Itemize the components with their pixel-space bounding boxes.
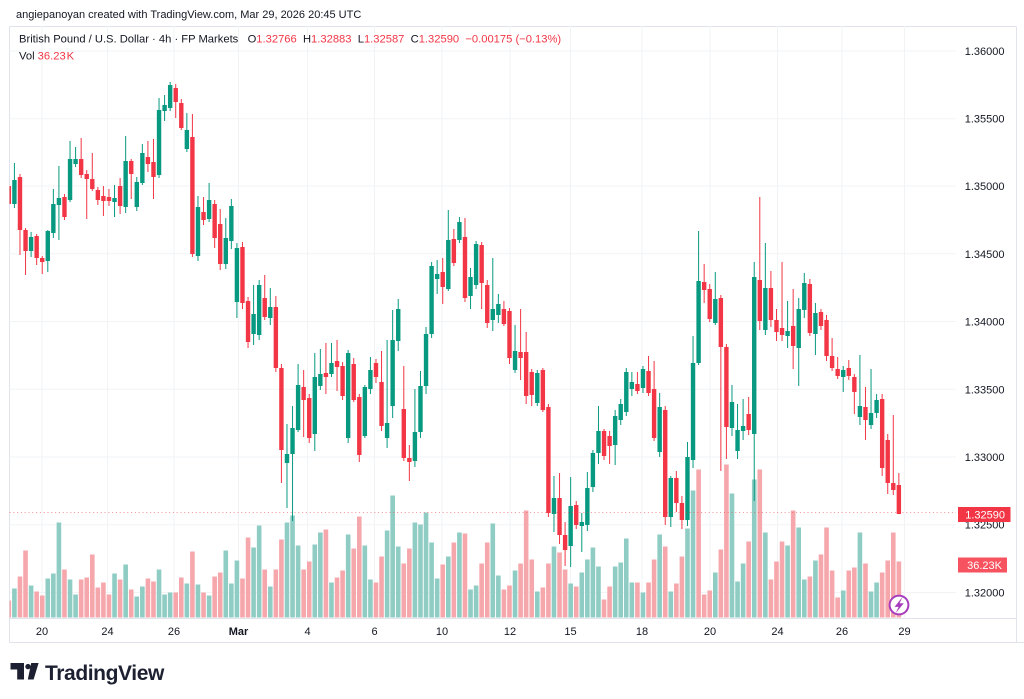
svg-text:10: 10	[436, 626, 448, 638]
svg-text:1.34000: 1.34000	[965, 317, 1005, 329]
svg-text:1.33500: 1.33500	[965, 384, 1005, 396]
svg-text:6: 6	[371, 626, 377, 638]
svg-text:15: 15	[564, 626, 576, 638]
svg-text:12: 12	[504, 626, 516, 638]
svg-text:29: 29	[898, 626, 910, 638]
svg-text:18: 18	[636, 626, 648, 638]
svg-text:20: 20	[36, 626, 48, 638]
svg-text:36.23K: 36.23K	[967, 560, 1003, 572]
svg-text:26: 26	[836, 626, 848, 638]
svg-text:1.33000: 1.33000	[965, 452, 1005, 464]
svg-text:20: 20	[704, 626, 716, 638]
svg-text:1.32590: 1.32590	[965, 510, 1005, 522]
svg-text:24: 24	[771, 626, 783, 638]
svg-text:1.34500: 1.34500	[965, 249, 1005, 261]
svg-text:angiepanoyan created with Trad: angiepanoyan created with TradingView.co…	[16, 9, 361, 21]
svg-text:1.36000: 1.36000	[965, 46, 1005, 58]
svg-text:4: 4	[304, 626, 310, 638]
svg-text:26: 26	[168, 626, 180, 638]
svg-text:24: 24	[101, 626, 113, 638]
svg-text:Vol 36.23 K: Vol 36.23 K	[19, 51, 75, 63]
svg-text:TradingView: TradingView	[45, 662, 165, 685]
svg-text:1.32000: 1.32000	[965, 588, 1005, 600]
svg-text:1.35500: 1.35500	[965, 114, 1005, 126]
svg-text:Mar: Mar	[229, 626, 249, 638]
svg-text:British Pound / U.S. Dollar ·: British Pound / U.S. Dollar · 4h · FP Ma…	[19, 34, 561, 46]
svg-text:1.35000: 1.35000	[965, 181, 1005, 193]
svg-text:1.32500: 1.32500	[965, 520, 1005, 532]
